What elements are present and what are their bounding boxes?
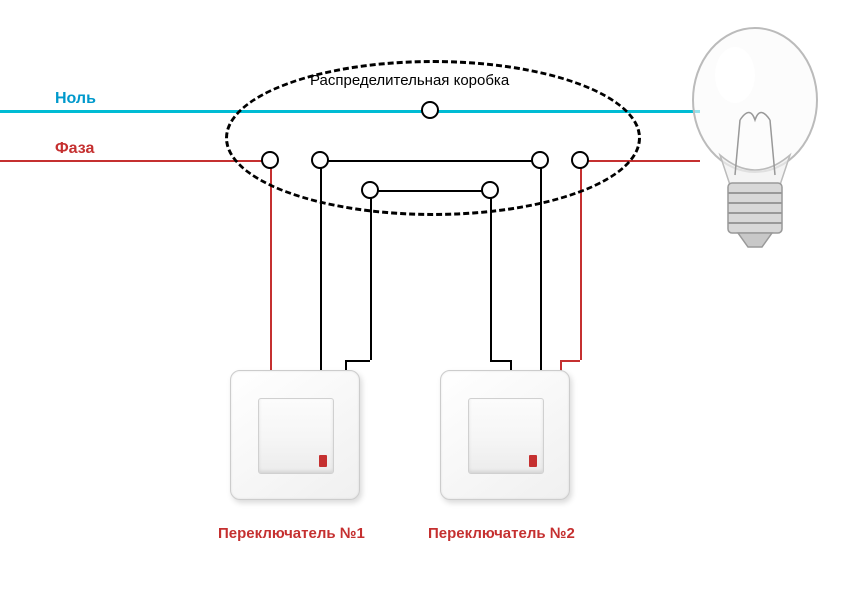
neutral-label: Ноль: [55, 90, 96, 108]
light-bulb-icon: [680, 25, 830, 255]
switch-2-indicator: [529, 455, 537, 467]
switch-1: [230, 370, 360, 500]
sw2-common-wire-h: [560, 360, 580, 362]
sw2-traveler-b-h: [490, 360, 510, 362]
sw1-traveler-b-h: [345, 360, 370, 362]
phase-label: Фаза: [55, 140, 94, 158]
sw1-common-wire: [270, 160, 272, 395]
switch-1-indicator: [319, 455, 327, 467]
jbox-dot-r1: [531, 151, 549, 169]
jbox-dot-phase-in: [261, 151, 279, 169]
sw1-traveler-b-v: [370, 190, 372, 360]
switch-2-label: Переключатель №2: [428, 525, 575, 542]
wiring-diagram: Ноль Фаза Распределительная коробка Пере…: [0, 0, 845, 589]
jbox-dot-phase-out: [571, 151, 589, 169]
switch-2: [440, 370, 570, 500]
junction-box-label: Распределительная коробка: [310, 72, 509, 89]
phase-wire-in: [0, 160, 270, 162]
jbox-dot-l2: [361, 181, 379, 199]
sw2-traveler-b-v: [490, 190, 492, 360]
jbox-dot-l1: [311, 151, 329, 169]
switch-1-label: Переключатель №1: [218, 525, 365, 542]
jbox-dot-r2: [481, 181, 499, 199]
jbox-dot-neutral: [421, 101, 439, 119]
